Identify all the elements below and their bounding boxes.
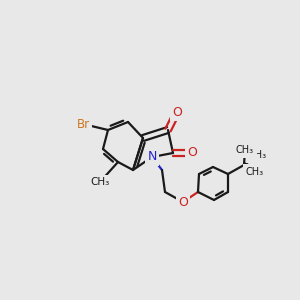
- Text: CH₃: CH₃: [90, 177, 110, 187]
- Text: CH₃: CH₃: [249, 150, 267, 160]
- Text: CH₃: CH₃: [246, 167, 264, 177]
- Text: O: O: [178, 196, 188, 208]
- Text: O: O: [187, 146, 197, 160]
- Text: N: N: [147, 151, 157, 164]
- Text: Br: Br: [76, 118, 90, 130]
- Text: O: O: [172, 106, 182, 118]
- Text: CH₃: CH₃: [236, 145, 254, 155]
